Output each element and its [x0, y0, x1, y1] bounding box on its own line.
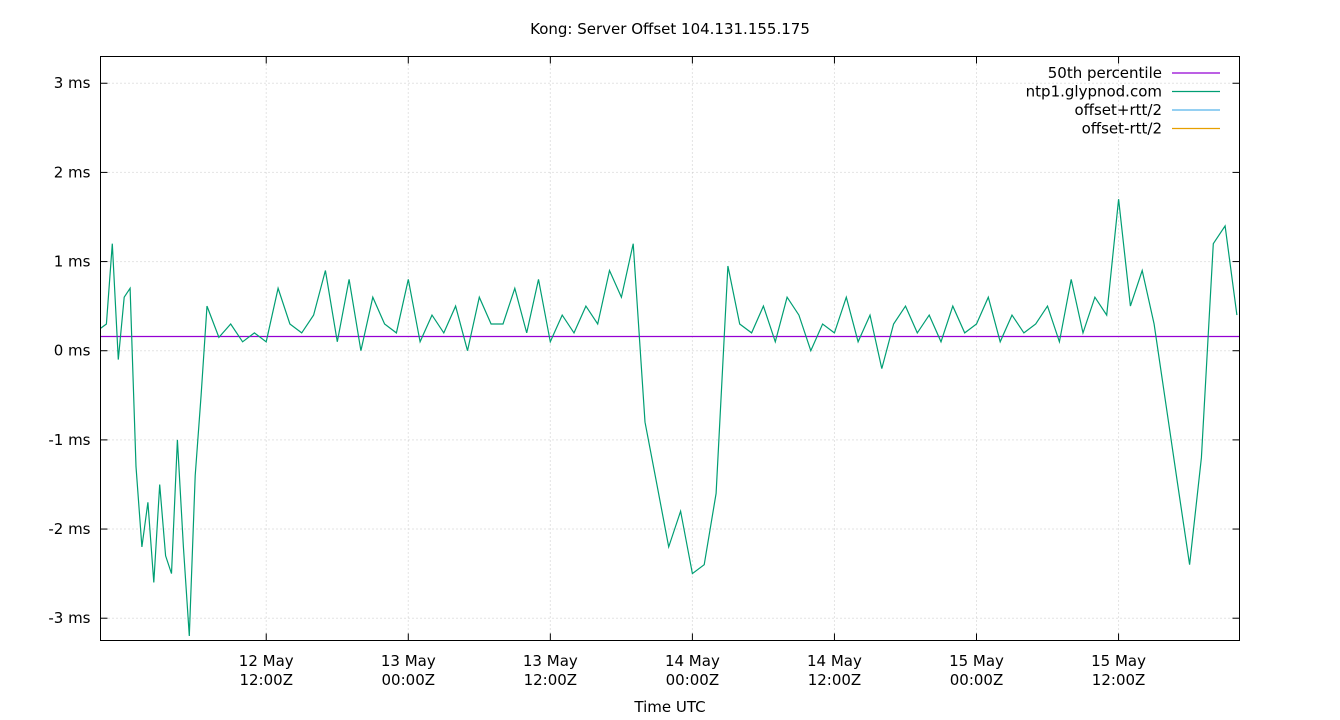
- x-tick-label-date: 13 May: [381, 652, 436, 670]
- y-tick-label: -1 ms: [48, 431, 90, 449]
- x-tick-label-date: 15 May: [949, 652, 1004, 670]
- y-tick-label: 1 ms: [54, 253, 91, 271]
- y-tick-label: 3 ms: [54, 74, 91, 92]
- x-tick-label-date: 12 May: [239, 652, 294, 670]
- grid-layer: [100, 56, 1240, 641]
- y-tick-label: -3 ms: [48, 609, 90, 627]
- x-tick-label-time: 12:00Z: [808, 671, 862, 689]
- plot-frame: [100, 56, 1240, 641]
- x-tick-label-time: 12:00Z: [524, 671, 578, 689]
- chart-title: Kong: Server Offset 104.131.155.175: [530, 20, 810, 38]
- series-line-ntp1-glypnod-com: [100, 199, 1238, 637]
- series-layer: [100, 199, 1240, 637]
- x-tick-label-time: 00:00Z: [382, 671, 436, 689]
- x-tick-label-date: 13 May: [523, 652, 578, 670]
- legend-label-ntp1-glypnod-com: ntp1.glypnod.com: [1026, 83, 1162, 101]
- y-tick-label: 0 ms: [54, 342, 91, 360]
- legend-label-50th-percentile: 50th percentile: [1048, 64, 1162, 82]
- x-tick-label-time: 00:00Z: [950, 671, 1004, 689]
- x-tick-label-time: 12:00Z: [1092, 671, 1146, 689]
- y-tick-label: -2 ms: [48, 520, 90, 538]
- x-tick-label-time: 00:00Z: [666, 671, 720, 689]
- y-tick-label: 2 ms: [54, 163, 91, 181]
- x-tick-label-date: 15 May: [1091, 652, 1146, 670]
- x-axis-label: Time UTC: [633, 698, 705, 716]
- x-tick-label-date: 14 May: [665, 652, 720, 670]
- legend-label-offset-rtt-2: offset+rtt/2: [1074, 101, 1162, 119]
- x-tick-label-date: 14 May: [807, 652, 862, 670]
- legend: 50th percentilentp1.glypnod.comoffset+rt…: [1026, 64, 1220, 138]
- x-tick-label-time: 12:00Z: [239, 671, 293, 689]
- legend-label-offset-rtt-2: offset-rtt/2: [1082, 120, 1162, 138]
